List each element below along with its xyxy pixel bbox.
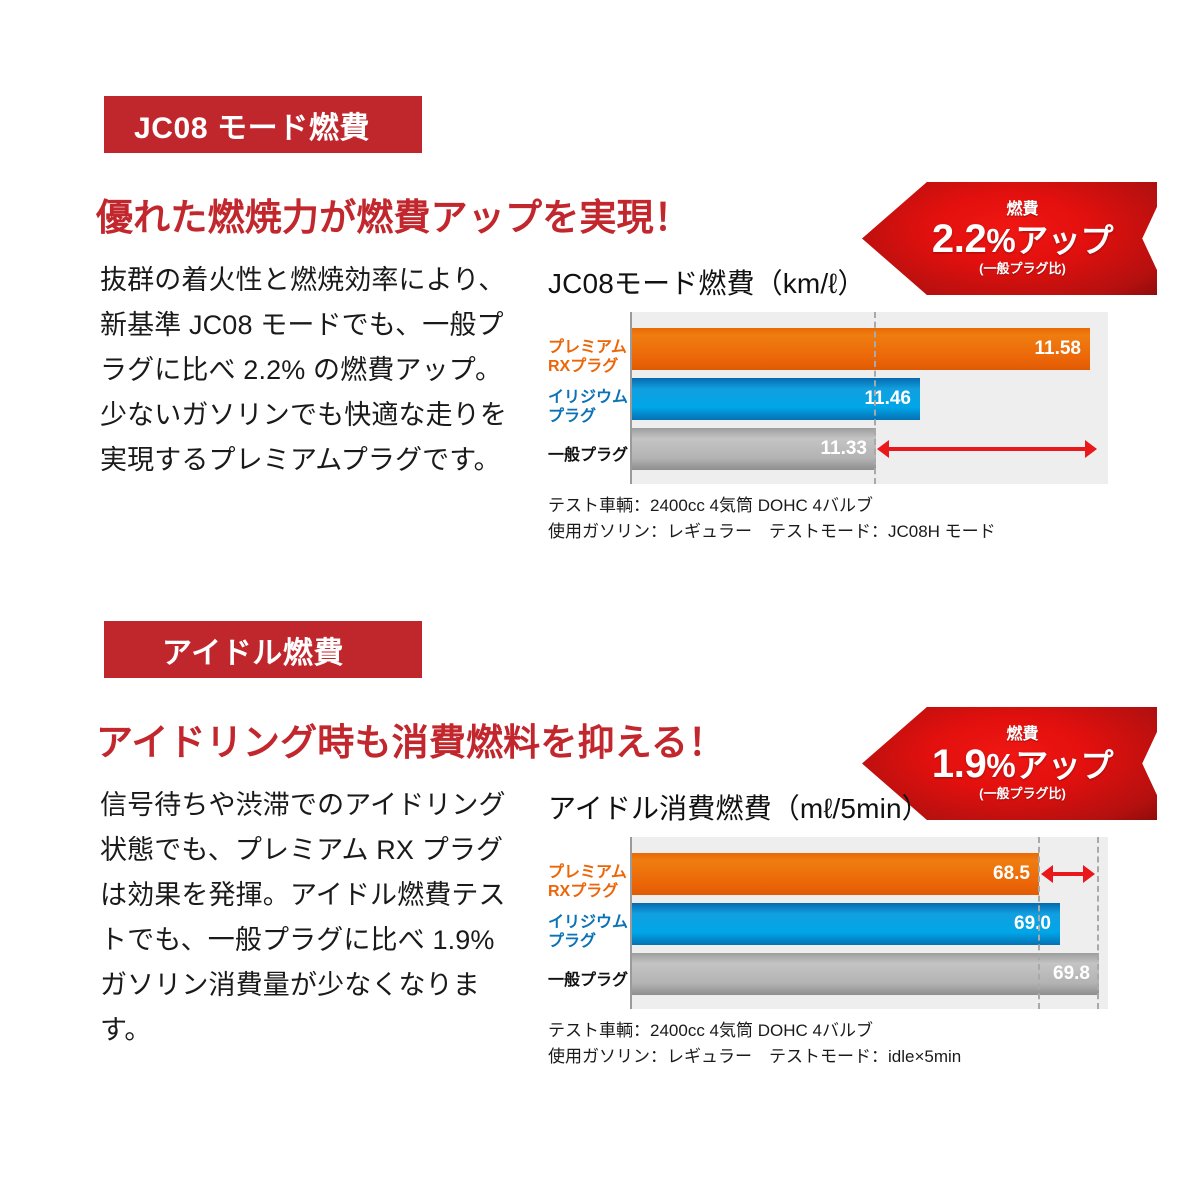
fuel-economy-badge-idle: 燃費 1.9%アップ (一般プラグ比) — [862, 707, 1157, 820]
chart-footnote-line-1: テスト車輌：2400cc 4気筒 DOHC 4バルブ — [548, 496, 873, 515]
section-body-idle: 信号待ちや渋滞でのアイドリング状態でも、プレミアム RX プラグは効果を発揮。ア… — [100, 790, 506, 1045]
chart-plot-area: 68.5 69.0 69.8 — [630, 837, 1108, 1009]
section-tag-label: JC08 モード燃費 — [134, 111, 371, 145]
chart-bar-standard: 11.33 — [632, 428, 876, 470]
chart-reference-line-low — [1038, 837, 1040, 1009]
chart-category-label-premium-rx: プレミアム RXプラグ — [548, 864, 627, 900]
chart-bar-premium-rx: 68.5 — [632, 853, 1039, 895]
chart-idle: アイドル消費燃費（mℓ/5min） プレミアム RXプラグ イリジウム プラグ 一般… — [548, 787, 1108, 1070]
badge-main-value: 1.9%アップ — [931, 741, 1114, 786]
chart-footnote-line-2: 使用ガソリン：レギュラー テストモード：idle×5min — [548, 1047, 962, 1066]
badge-up-label: アップ — [1015, 746, 1114, 784]
badge-top-label: 燃費 — [1006, 200, 1039, 218]
chart-bar-value-premium-rx: 68.5 — [993, 863, 1030, 884]
chart-bar-value-standard: 69.8 — [1053, 963, 1090, 984]
section-tag-jc08: JC08 モード燃費 — [104, 96, 422, 153]
chart-title: アイドル消費燃費（mℓ/5min） — [548, 793, 930, 824]
badge-percent-sign: % — [986, 746, 1016, 784]
chart-footnote-line-2: 使用ガソリン：レギュラー テストモード：JC08H モード — [548, 522, 996, 541]
chart-reference-line — [874, 312, 876, 484]
section-tag-idle: アイドル燃費 — [104, 621, 422, 678]
chart-difference-arrow — [1041, 865, 1095, 883]
chart-category-labels: プレミアム RXプラグ イリジウム プラグ 一般プラグ — [548, 837, 630, 1009]
section-headline-idle: アイドリング時も消費燃料を抑える！ — [96, 722, 726, 763]
chart-category-labels: プレミアム RXプラグ イリジウム プラグ 一般プラグ — [548, 312, 630, 484]
badge-value-number: 1.9 — [931, 741, 987, 786]
fuel-economy-badge-jc08: 燃費 2.2%アップ (一般プラグ比) — [862, 182, 1157, 295]
badge-note: (一般プラグ比) — [979, 261, 1066, 277]
chart-bar-premium-rx: 11.58 — [632, 328, 1090, 370]
chart-category-label-standard: 一般プラグ — [548, 972, 629, 989]
badge-note: (一般プラグ比) — [979, 786, 1066, 802]
chart-reference-line-high — [1097, 837, 1099, 1009]
chart-footnote-line-1: テスト車輌：2400cc 4気筒 DOHC 4バルブ — [548, 1021, 873, 1040]
badge-top-label: 燃費 — [1006, 725, 1039, 743]
chart-bar-iridium: 11.46 — [632, 378, 920, 420]
chart-jc08: JC08モード燃費（km/ℓ） プレミアム RXプラグ イリジウム プラグ 一般プラ… — [548, 262, 1108, 545]
chart-footnote: テスト車輌：2400cc 4気筒 DOHC 4バルブ 使用ガソリン：レギュラー … — [548, 493, 1108, 545]
chart-difference-arrow — [877, 440, 1097, 458]
section-tag-label: アイドル燃費 — [162, 636, 345, 670]
chart-category-label-premium-rx: プレミアム RXプラグ — [548, 339, 627, 375]
chart-bar-iridium: 69.0 — [632, 903, 1060, 945]
badge-value-number: 2.2 — [931, 216, 987, 261]
section-body-jc08: 抜群の着火性と燃焼効率により、新基準 JC08 モードでも、一般プラグに比べ 2… — [100, 265, 508, 475]
chart-category-label-standard: 一般プラグ — [548, 447, 629, 464]
chart-bar-value-premium-rx: 11.58 — [1034, 338, 1082, 359]
badge-percent-sign: % — [986, 221, 1016, 259]
chart-category-label-iridium: イリジウム プラグ — [548, 914, 629, 950]
badge-main-value: 2.2%アップ — [931, 216, 1114, 261]
section-headline-jc08: 優れた燃焼力が燃費アップを実現！ — [96, 197, 691, 238]
chart-category-label-iridium: イリジウム プラグ — [548, 389, 629, 425]
chart-footnote: テスト車輌：2400cc 4気筒 DOHC 4バルブ 使用ガソリン：レギュラー … — [548, 1018, 1108, 1070]
chart-bar-standard: 69.8 — [632, 953, 1099, 995]
chart-title: JC08モード燃費（km/ℓ） — [548, 268, 866, 299]
chart-plot-wrapper: プレミアム RXプラグ イリジウム プラグ 一般プラグ 68.5 69.0 69.8 — [548, 837, 1108, 1009]
badge-up-label: アップ — [1015, 221, 1114, 259]
chart-bar-value-iridium: 69.0 — [1014, 913, 1051, 934]
chart-bar-value-iridium: 11.46 — [864, 388, 912, 409]
chart-bar-value-standard: 11.33 — [820, 438, 868, 459]
chart-plot-wrapper: プレミアム RXプラグ イリジウム プラグ 一般プラグ 11.58 11.46 11… — [548, 312, 1108, 484]
chart-plot-area: 11.58 11.46 11.33 — [630, 312, 1108, 484]
